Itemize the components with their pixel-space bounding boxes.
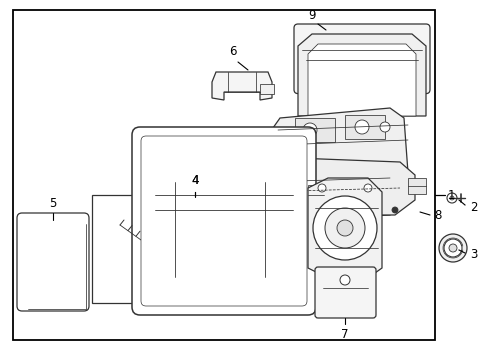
Text: 4: 4 (191, 174, 198, 187)
FancyBboxPatch shape (293, 24, 429, 94)
Circle shape (448, 244, 456, 252)
Bar (13, 10, 434, 340)
Polygon shape (267, 108, 409, 218)
Circle shape (177, 212, 232, 268)
Circle shape (339, 275, 349, 285)
Text: 6: 6 (229, 45, 236, 58)
Circle shape (446, 193, 456, 203)
Text: 3: 3 (469, 248, 476, 261)
Bar (345, 115, 384, 139)
Circle shape (280, 185, 289, 195)
Text: 7: 7 (341, 328, 348, 341)
Circle shape (312, 196, 376, 260)
Polygon shape (172, 205, 267, 258)
Circle shape (438, 234, 466, 262)
Polygon shape (160, 243, 172, 257)
Circle shape (443, 239, 461, 257)
Circle shape (158, 263, 168, 273)
Text: 5: 5 (49, 197, 57, 210)
Circle shape (325, 208, 364, 248)
FancyBboxPatch shape (141, 136, 306, 306)
Circle shape (147, 244, 183, 280)
Circle shape (391, 207, 397, 213)
Polygon shape (212, 72, 271, 100)
Text: 9: 9 (307, 9, 315, 22)
Circle shape (186, 222, 223, 258)
Polygon shape (297, 34, 425, 116)
Circle shape (336, 220, 352, 236)
Circle shape (363, 274, 371, 282)
Circle shape (449, 196, 453, 200)
Circle shape (354, 120, 368, 134)
Bar (407, 178, 425, 194)
Circle shape (158, 185, 168, 195)
Polygon shape (307, 44, 415, 116)
Text: 1: 1 (447, 189, 454, 202)
Polygon shape (251, 158, 414, 215)
Circle shape (137, 234, 193, 290)
Text: 8: 8 (433, 208, 441, 221)
Bar (155, 182, 292, 277)
Circle shape (303, 123, 316, 137)
Circle shape (197, 232, 213, 248)
FancyBboxPatch shape (314, 267, 375, 318)
FancyBboxPatch shape (17, 213, 89, 311)
Circle shape (363, 184, 371, 192)
Circle shape (379, 122, 389, 132)
Text: 2: 2 (469, 201, 476, 213)
Bar (294, 118, 334, 142)
Circle shape (158, 255, 172, 269)
Circle shape (280, 263, 289, 273)
Circle shape (317, 184, 325, 192)
Text: 4: 4 (191, 174, 198, 187)
Circle shape (317, 274, 325, 282)
FancyBboxPatch shape (132, 127, 315, 315)
Polygon shape (307, 178, 381, 278)
Bar (92, 195, 202, 303)
Bar (307, 185, 324, 215)
Bar (260, 84, 273, 94)
